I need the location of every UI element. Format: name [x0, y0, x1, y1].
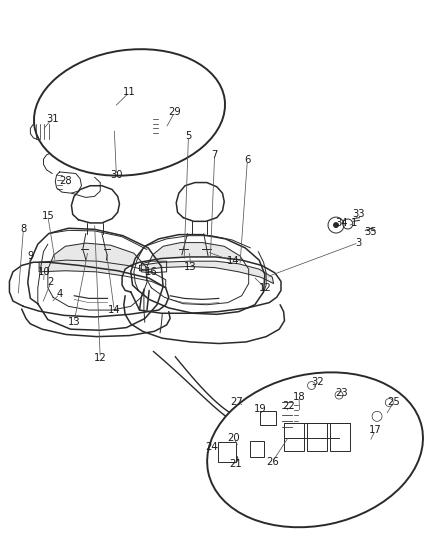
Bar: [218, 442, 236, 462]
Polygon shape: [131, 235, 265, 314]
Polygon shape: [71, 106, 157, 147]
Polygon shape: [370, 406, 386, 429]
Text: 24: 24: [205, 442, 217, 452]
Polygon shape: [30, 122, 53, 140]
Text: 13: 13: [184, 262, 197, 271]
Text: 18: 18: [293, 392, 305, 402]
Polygon shape: [151, 115, 176, 139]
Text: 19: 19: [254, 404, 266, 414]
Text: 4: 4: [57, 289, 63, 299]
Text: 13: 13: [68, 317, 80, 327]
Text: 23: 23: [335, 388, 348, 398]
Text: 35: 35: [364, 227, 377, 237]
Text: 33: 33: [353, 209, 365, 220]
Polygon shape: [294, 402, 306, 425]
Circle shape: [333, 222, 339, 228]
Text: 1: 1: [351, 218, 357, 228]
Text: 27: 27: [230, 397, 243, 407]
Text: 5: 5: [185, 131, 191, 141]
Text: 12: 12: [258, 282, 271, 293]
Text: 12: 12: [94, 353, 106, 363]
Text: 11: 11: [123, 87, 136, 97]
Polygon shape: [55, 172, 81, 193]
Text: 6: 6: [244, 155, 251, 165]
Text: 22: 22: [283, 401, 295, 411]
Bar: [330, 423, 350, 451]
Polygon shape: [48, 243, 147, 310]
Polygon shape: [10, 262, 169, 317]
Ellipse shape: [34, 49, 225, 176]
Text: 25: 25: [387, 397, 400, 407]
Ellipse shape: [207, 373, 423, 527]
Text: 15: 15: [42, 211, 54, 221]
Polygon shape: [28, 228, 163, 330]
Text: 26: 26: [266, 457, 279, 467]
Text: 28: 28: [59, 176, 72, 187]
Text: 14: 14: [108, 305, 120, 315]
Text: 16: 16: [145, 267, 158, 277]
Text: 14: 14: [226, 256, 239, 266]
Text: 7: 7: [212, 150, 218, 160]
Text: 2: 2: [48, 278, 54, 287]
Bar: [285, 423, 304, 451]
Bar: [251, 441, 265, 457]
Text: 8: 8: [20, 224, 27, 235]
Polygon shape: [122, 257, 281, 313]
Text: 20: 20: [227, 433, 240, 443]
Text: 10: 10: [38, 267, 51, 277]
Text: 21: 21: [229, 459, 242, 469]
Text: 34: 34: [335, 218, 347, 228]
Text: 31: 31: [46, 114, 59, 124]
Text: 32: 32: [311, 377, 324, 387]
Polygon shape: [234, 429, 245, 466]
Polygon shape: [71, 185, 120, 223]
Polygon shape: [147, 243, 249, 305]
Bar: [260, 411, 276, 425]
Polygon shape: [39, 260, 166, 288]
Text: 29: 29: [168, 108, 181, 117]
Text: 17: 17: [369, 425, 381, 435]
Polygon shape: [176, 183, 224, 221]
Text: 30: 30: [110, 170, 123, 180]
Bar: [307, 423, 327, 451]
Polygon shape: [140, 261, 274, 284]
Text: 9: 9: [27, 251, 34, 261]
Text: 3: 3: [356, 238, 362, 248]
